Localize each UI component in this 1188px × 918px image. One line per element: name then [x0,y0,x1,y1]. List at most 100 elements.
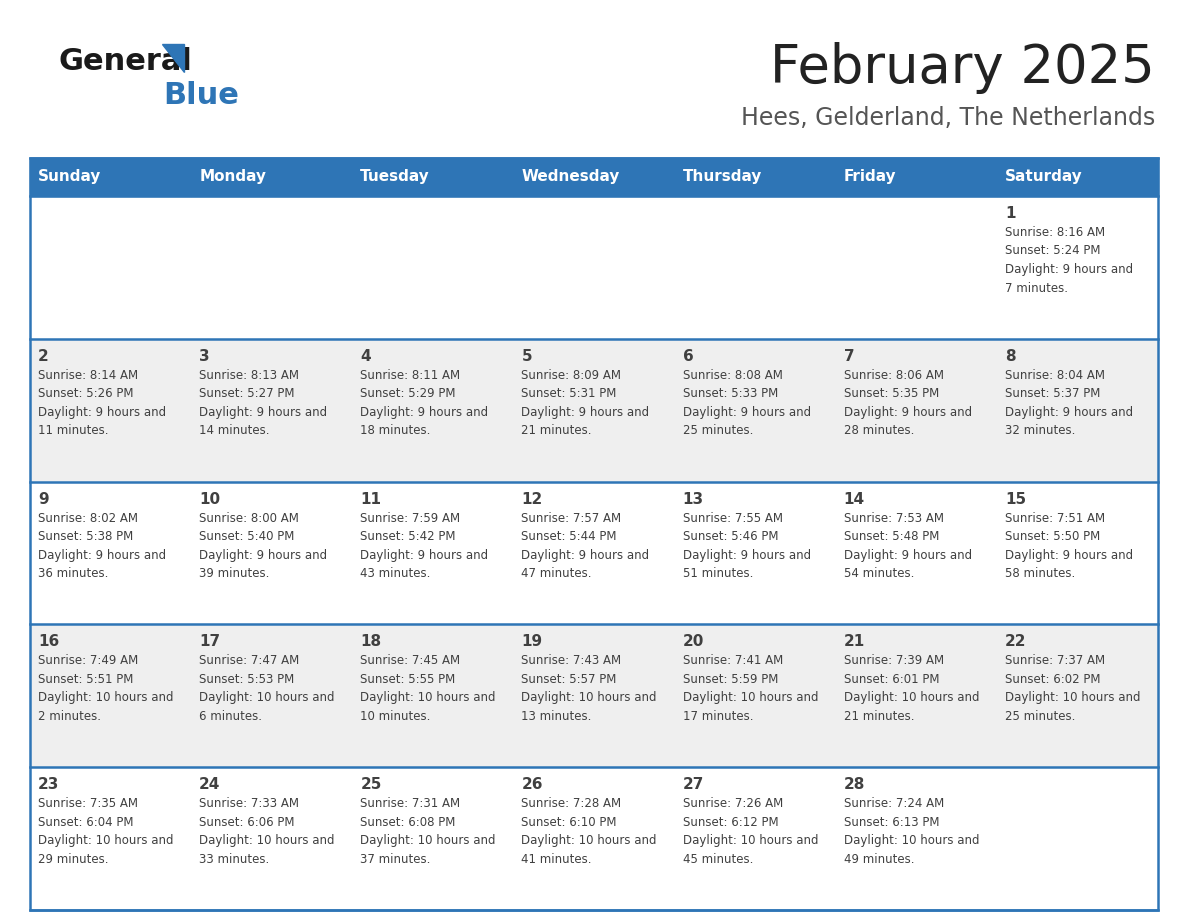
Bar [513,624,675,767]
Text: 16: 16 [38,634,59,649]
Text: Sunrise: 7:31 AM: Sunrise: 7:31 AM [360,797,461,811]
Text: Sunset: 5:50 PM: Sunset: 5:50 PM [1005,530,1100,543]
Text: Daylight: 10 hours and: Daylight: 10 hours and [843,834,979,847]
Text: Sunset: 5:57 PM: Sunset: 5:57 PM [522,673,617,686]
Text: Sunset: 5:48 PM: Sunset: 5:48 PM [843,530,939,543]
Bar [997,767,1158,910]
Bar [675,482,835,624]
Bar [675,339,835,482]
Text: Sunday: Sunday [38,170,101,185]
Text: 2: 2 [38,349,49,364]
Bar [675,767,835,910]
Text: Sunset: 6:04 PM: Sunset: 6:04 PM [38,816,133,829]
Bar [513,339,675,482]
Text: Daylight: 10 hours and: Daylight: 10 hours and [200,834,335,847]
Text: Sunset: 5:33 PM: Sunset: 5:33 PM [683,387,778,400]
Text: Daylight: 10 hours and: Daylight: 10 hours and [360,691,495,704]
Text: Sunrise: 7:49 AM: Sunrise: 7:49 AM [38,655,138,667]
Text: Daylight: 9 hours and: Daylight: 9 hours and [38,406,166,419]
Text: 18: 18 [360,634,381,649]
Bar [997,196,1158,339]
Text: 15: 15 [1005,492,1026,507]
Bar [191,196,353,339]
Text: 6 minutes.: 6 minutes. [200,710,263,722]
Text: 2 minutes.: 2 minutes. [38,710,101,722]
Text: Sunrise: 8:04 AM: Sunrise: 8:04 AM [1005,369,1105,382]
Bar [353,767,513,910]
Bar [513,196,675,339]
Text: 49 minutes.: 49 minutes. [843,853,915,866]
Text: 45 minutes.: 45 minutes. [683,853,753,866]
Text: Daylight: 10 hours and: Daylight: 10 hours and [522,691,657,704]
Bar [835,624,997,767]
Text: 14 minutes.: 14 minutes. [200,424,270,437]
Text: 27: 27 [683,778,704,792]
Text: Sunset: 6:12 PM: Sunset: 6:12 PM [683,816,778,829]
Text: Sunrise: 7:35 AM: Sunrise: 7:35 AM [38,797,138,811]
Bar [191,624,353,767]
Text: Sunset: 6:01 PM: Sunset: 6:01 PM [843,673,940,686]
Polygon shape [162,44,184,72]
Text: 7: 7 [843,349,854,364]
Text: 58 minutes.: 58 minutes. [1005,567,1075,580]
Text: Sunrise: 7:47 AM: Sunrise: 7:47 AM [200,655,299,667]
Bar [30,158,1158,910]
Text: Daylight: 10 hours and: Daylight: 10 hours and [683,834,819,847]
Text: Daylight: 9 hours and: Daylight: 9 hours and [843,549,972,562]
Text: 29 minutes.: 29 minutes. [38,853,108,866]
Text: 25: 25 [360,778,381,792]
Text: Daylight: 10 hours and: Daylight: 10 hours and [360,834,495,847]
Text: 26: 26 [522,778,543,792]
Text: Sunset: 5:59 PM: Sunset: 5:59 PM [683,673,778,686]
Text: Daylight: 9 hours and: Daylight: 9 hours and [1005,549,1133,562]
Text: 21 minutes.: 21 minutes. [843,710,915,722]
Text: Daylight: 9 hours and: Daylight: 9 hours and [1005,406,1133,419]
Text: 23: 23 [38,778,59,792]
Bar [997,158,1158,196]
Text: Sunrise: 7:57 AM: Sunrise: 7:57 AM [522,511,621,524]
Bar [353,482,513,624]
Text: Monday: Monday [200,170,266,185]
Text: Sunset: 5:51 PM: Sunset: 5:51 PM [38,673,133,686]
Text: 21 minutes.: 21 minutes. [522,424,592,437]
Text: Sunrise: 7:33 AM: Sunrise: 7:33 AM [200,797,299,811]
Text: 47 minutes.: 47 minutes. [522,567,592,580]
Text: Daylight: 9 hours and: Daylight: 9 hours and [38,549,166,562]
Text: Daylight: 9 hours and: Daylight: 9 hours and [683,406,810,419]
Text: 19: 19 [522,634,543,649]
Text: 13 minutes.: 13 minutes. [522,710,592,722]
Bar [353,624,513,767]
Text: Sunset: 5:55 PM: Sunset: 5:55 PM [360,673,455,686]
Bar [30,158,191,196]
Text: 20: 20 [683,634,704,649]
Bar [30,196,191,339]
Text: Blue: Blue [163,81,239,109]
Text: 21: 21 [843,634,865,649]
Bar [675,196,835,339]
Text: Sunrise: 8:14 AM: Sunrise: 8:14 AM [38,369,138,382]
Text: 33 minutes.: 33 minutes. [200,853,270,866]
Bar [191,158,353,196]
Bar [30,482,191,624]
Text: Daylight: 10 hours and: Daylight: 10 hours and [38,691,173,704]
Text: Daylight: 9 hours and: Daylight: 9 hours and [683,549,810,562]
Text: Sunset: 5:31 PM: Sunset: 5:31 PM [522,387,617,400]
Text: 3: 3 [200,349,210,364]
Bar [835,196,997,339]
Text: Sunrise: 8:16 AM: Sunrise: 8:16 AM [1005,226,1105,239]
Text: Sunset: 5:24 PM: Sunset: 5:24 PM [1005,244,1100,258]
Bar [353,196,513,339]
Text: 17: 17 [200,634,220,649]
Text: Sunrise: 7:41 AM: Sunrise: 7:41 AM [683,655,783,667]
Text: Sunset: 5:29 PM: Sunset: 5:29 PM [360,387,456,400]
Text: Daylight: 9 hours and: Daylight: 9 hours and [200,549,327,562]
Text: Sunrise: 8:11 AM: Sunrise: 8:11 AM [360,369,461,382]
Text: Sunrise: 7:55 AM: Sunrise: 7:55 AM [683,511,783,524]
Text: Sunset: 5:35 PM: Sunset: 5:35 PM [843,387,939,400]
Text: Saturday: Saturday [1005,170,1082,185]
Text: Sunrise: 7:26 AM: Sunrise: 7:26 AM [683,797,783,811]
Bar [30,624,191,767]
Text: Sunrise: 8:08 AM: Sunrise: 8:08 AM [683,369,783,382]
Text: 37 minutes.: 37 minutes. [360,853,431,866]
Text: 14: 14 [843,492,865,507]
